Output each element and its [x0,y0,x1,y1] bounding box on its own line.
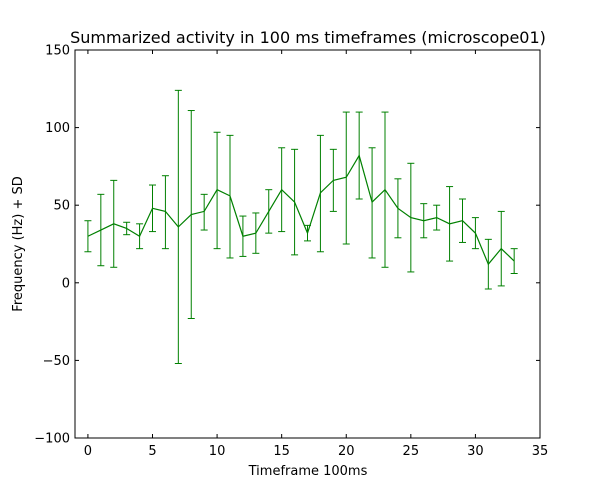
x-tick-label: 10 [209,444,226,459]
x-tick-label: 20 [338,444,355,459]
plot-area: 0 5 10 15 20 25 30 35 −100 −50 0 50 100 150 [34,44,548,460]
y-tick-label: −50 [43,354,70,369]
y-tick-label: 0 [62,276,70,291]
x-tick-label: 30 [467,444,484,459]
y-tick-label: 100 [45,121,70,136]
y-axis-label: Frequency (Hz) + SD [11,176,26,311]
chart-title: Summarized activity in 100 ms timeframes… [70,28,546,47]
x-tick-label: 35 [532,444,549,459]
y-tick-label: 50 [53,199,70,214]
x-tick-label: 15 [273,444,290,459]
y-tick-label: 150 [45,44,70,59]
y-tick-label: −100 [34,432,70,447]
series-line [87,154,515,266]
plot-frame [74,49,541,439]
x-axis-label: Timeframe 100ms [248,464,368,479]
x-tick-label: 0 [84,444,92,459]
x-tick-label: 5 [148,444,156,459]
x-tick-label: 25 [403,444,420,459]
